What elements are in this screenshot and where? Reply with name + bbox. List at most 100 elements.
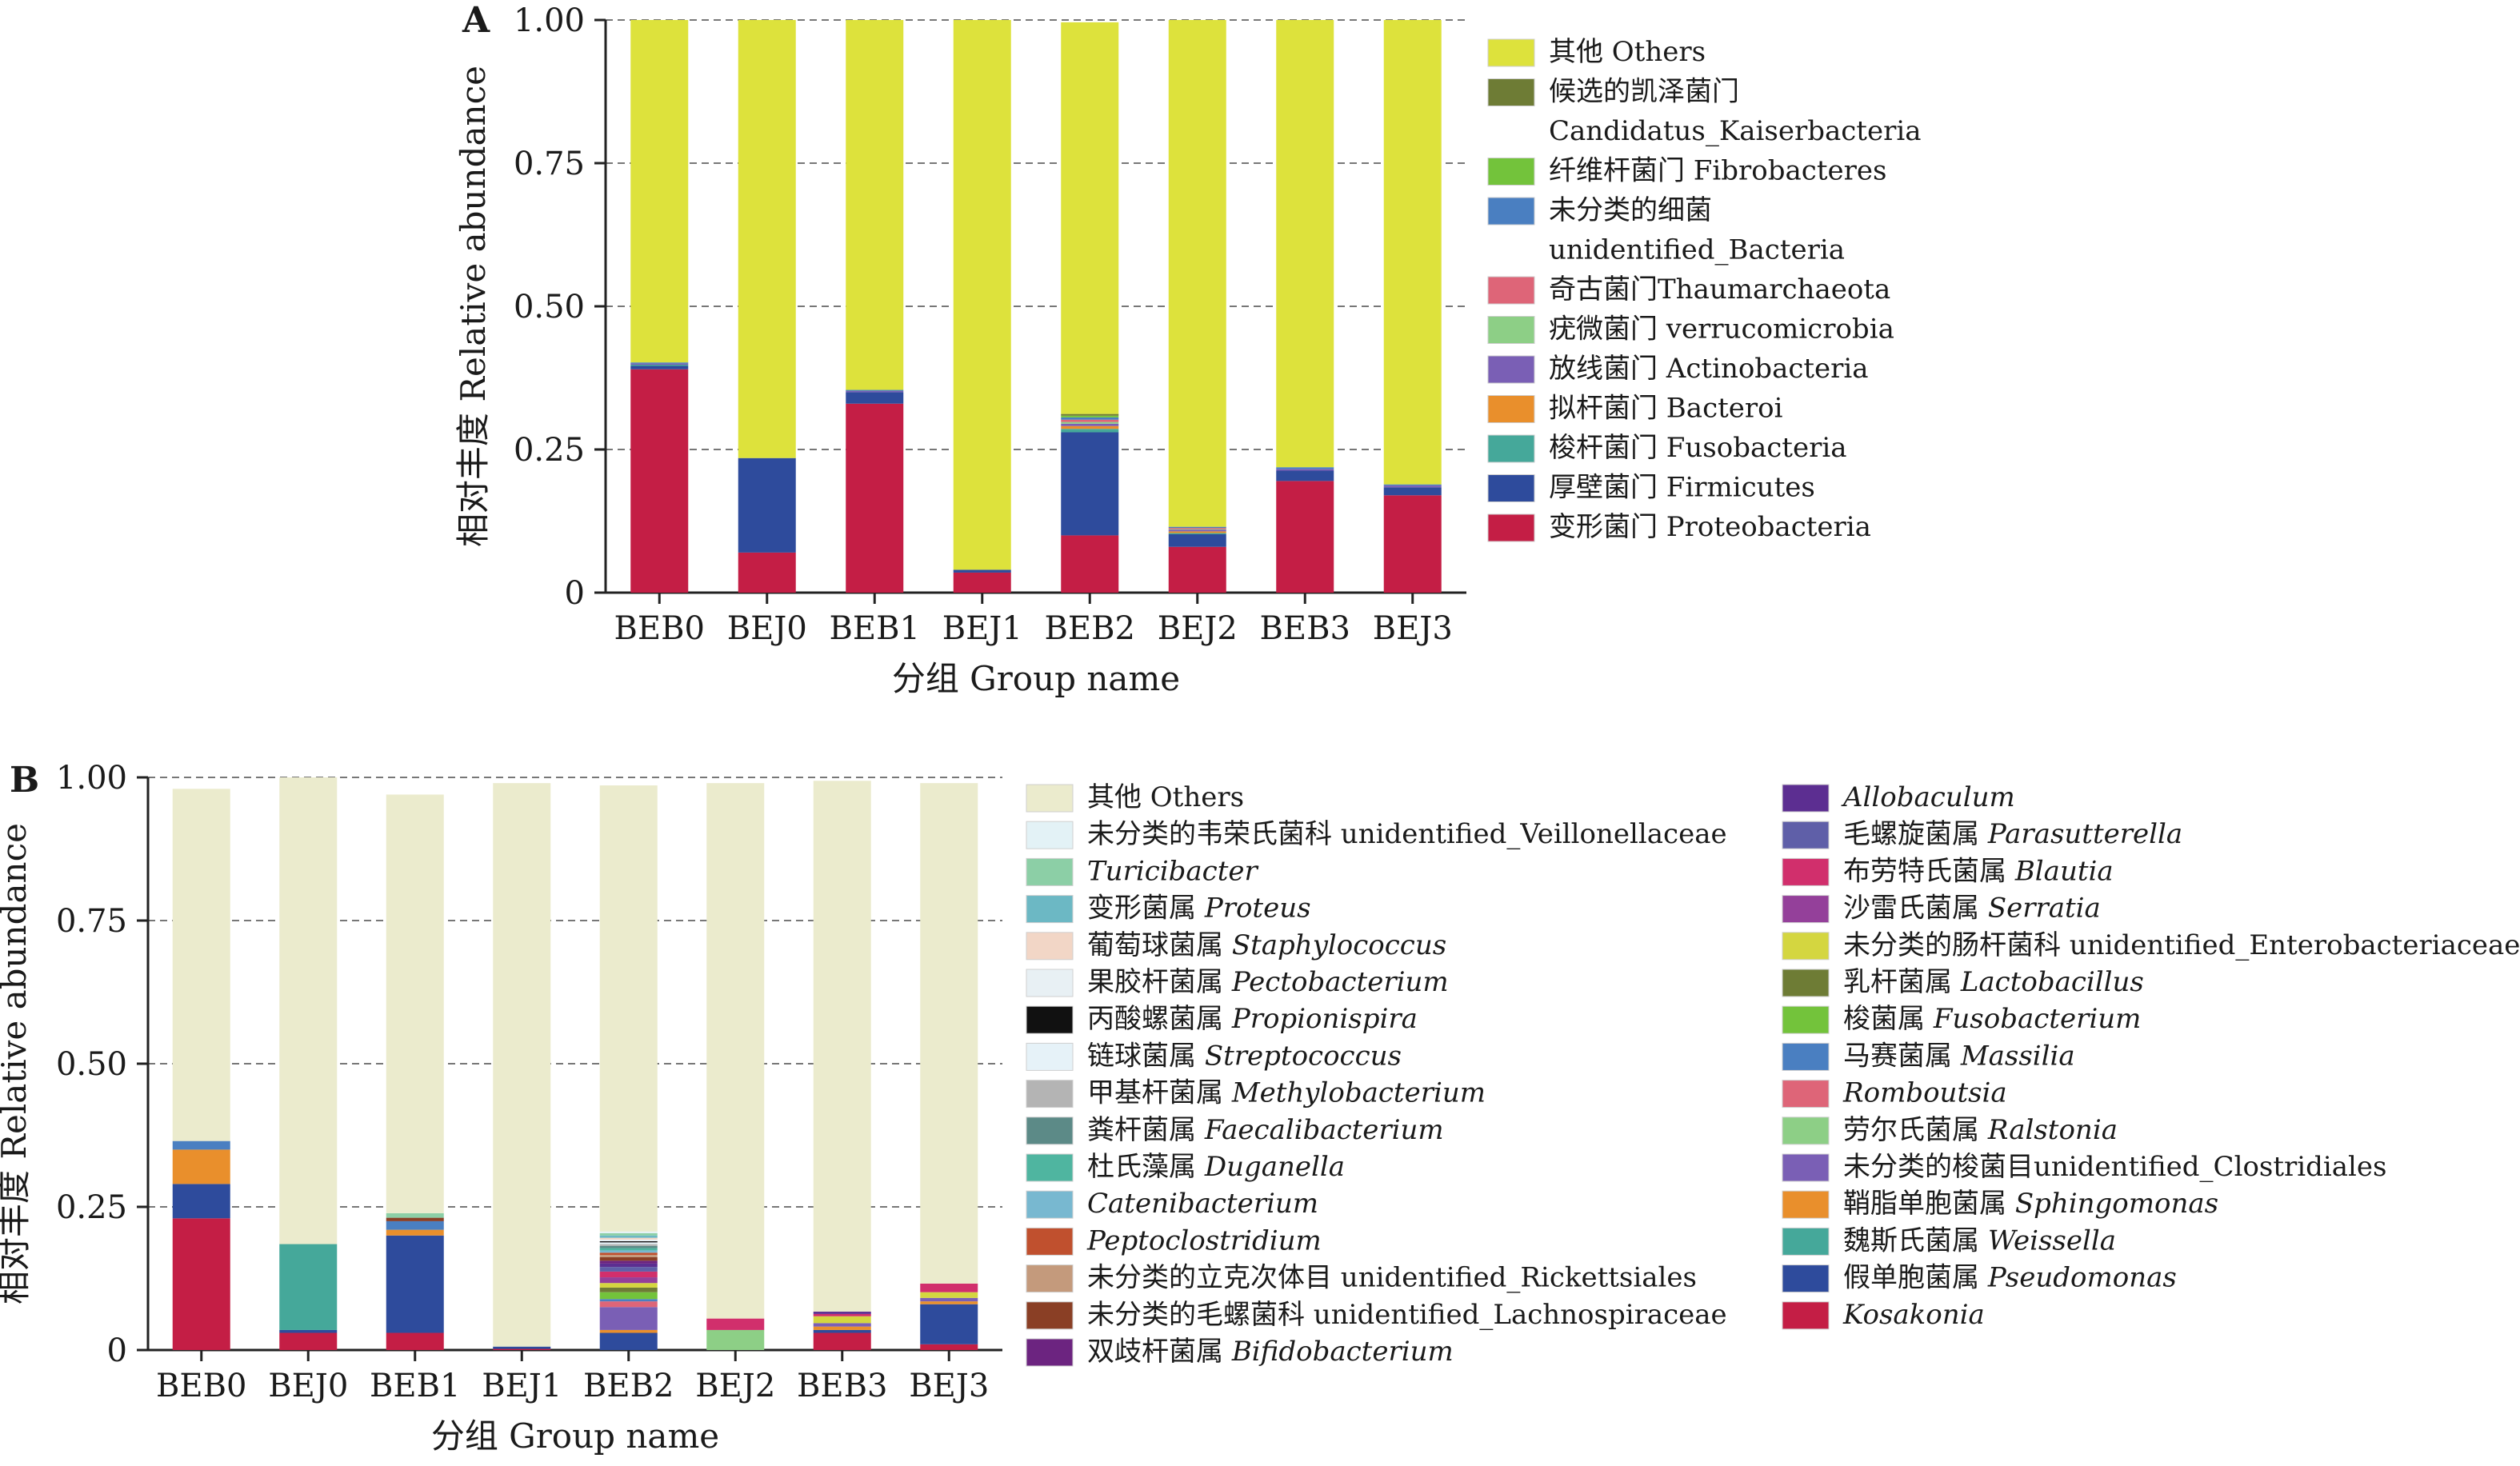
panel-b: B 0 0.25 0.50 0.75 1.00 BEB0 BEJ0 BEB1 BEJ1 BEB2 BE… (0, 760, 2520, 1456)
legend-label: Allobaculum (1841, 781, 2015, 813)
legend-label: 厚壁菌门 Firmicutes (1549, 472, 1815, 504)
bar-segment (599, 1252, 658, 1256)
bar-segment (630, 362, 689, 364)
x-tick-label: BEB0 (156, 1368, 246, 1404)
bar-segment (920, 1344, 978, 1350)
legend-swatch (1026, 1301, 1074, 1330)
bar-segment (738, 457, 796, 553)
bar-segment (1168, 533, 1226, 547)
bar-segment (1061, 429, 1119, 433)
legend-label: 沙雷氏菌属 Serratia (1843, 893, 2101, 925)
legend-swatch (1026, 969, 1074, 997)
y-tick-label: 0.50 (514, 289, 585, 326)
legend-label: 放线菌门 Actinobacteria (1549, 353, 1869, 385)
y-tick-label: 1.00 (514, 2, 585, 39)
panel-a: A 0 0.25 0.50 0.75 1.00 BEB0 BEJ0 BEB1 BEJ1 BEB2 BE… (454, 0, 1922, 698)
legend-label: 布劳特氏菌属 Blautia (1843, 855, 2114, 887)
legend-label: 未分类的毛螺菌科 unidentified_Lachnospiraceae (1087, 1299, 1727, 1331)
bar-segment (1168, 531, 1226, 533)
bar-segment (1168, 529, 1226, 530)
bar-segment (279, 1244, 338, 1330)
legend-swatch (1782, 1190, 1830, 1219)
legend-swatch (1782, 969, 1830, 997)
legend-label: 梭菌属 Fusobacterium (1843, 1003, 2141, 1035)
bar-segment (1276, 20, 1334, 468)
legend-swatch (1782, 1227, 1830, 1256)
bar-segment (1383, 487, 1442, 496)
legend-swatch (1026, 932, 1074, 961)
bar-segment (1061, 425, 1119, 429)
bar-segment (1168, 526, 1226, 529)
bar-segment (953, 572, 1011, 593)
x-tick-label: BEJ0 (727, 610, 807, 647)
legend-swatch (1782, 895, 1830, 924)
bar-segment (1061, 419, 1119, 422)
legend-label: 甲基杆菌属 Methylobacterium (1087, 1077, 1486, 1109)
bar-segment (1168, 529, 1226, 532)
x-tick-label: BEB3 (1260, 610, 1350, 647)
bar-segment (1168, 20, 1226, 527)
bar-segment (279, 1332, 338, 1350)
legend-swatch (1026, 1042, 1074, 1071)
bar-segment (920, 1304, 978, 1344)
bar-segment (599, 1283, 658, 1288)
bar-segment (279, 777, 338, 1244)
legend-swatch (1026, 821, 1074, 849)
legend-label: 双歧杆菌属 Bifidobacterium (1087, 1336, 1454, 1368)
legend-label: 丙酸螺菌属 Propionispira (1087, 1003, 1418, 1035)
bar-segment (172, 1140, 230, 1150)
bar-segment (599, 1267, 658, 1272)
legend-swatch (1026, 1338, 1074, 1367)
bar-segment (599, 1240, 658, 1243)
bar-segment (1061, 417, 1119, 420)
y-tick-label: 0.25 (56, 1189, 127, 1226)
legend-swatch (1782, 1042, 1830, 1071)
legend-swatch (1026, 1080, 1074, 1108)
legend-label: 变形菌门 Proteobacteria (1549, 511, 1871, 543)
x-tick-label: BEJ3 (1373, 610, 1453, 647)
legend-label: 假单胞菌属 Pseudomonas (1843, 1262, 2177, 1294)
legend-label: Candidatus_Kaiserbacteria (1549, 115, 1922, 147)
y-axis-label: 相对丰度 Relative abundance (454, 66, 493, 547)
bar-segment (599, 1332, 658, 1350)
bar-segment (172, 1184, 230, 1219)
panel-label: A (462, 0, 490, 41)
bar-segment (599, 1250, 658, 1253)
bar-segment (1168, 528, 1226, 529)
x-tick-label: BEB2 (583, 1368, 674, 1404)
bar-segment (599, 1232, 658, 1236)
bar-segment (386, 1235, 444, 1333)
legend-swatch (1487, 197, 1535, 226)
bar-segment (1383, 485, 1442, 488)
x-tick-label: BEJ1 (482, 1368, 562, 1404)
legend-swatch (1487, 276, 1535, 305)
bar-segment (493, 1348, 551, 1350)
bar-segment (920, 1301, 978, 1304)
bar-segment (813, 781, 871, 1312)
legend-label: 葡萄球菌属 Staphylococcus (1087, 929, 1446, 961)
bar-segment (599, 1292, 658, 1300)
legend-label: 纤维杆菌门 Fibrobacteres (1549, 155, 1886, 187)
legend-swatch (1782, 1153, 1830, 1182)
bar-segment (599, 1235, 658, 1238)
bar-segment (386, 794, 444, 1213)
bar-segment (493, 1346, 551, 1349)
legend-swatch (1026, 1264, 1074, 1293)
bar-segment (813, 1329, 871, 1333)
y-tick-label: 0.50 (56, 1046, 127, 1083)
bar-segment (846, 392, 904, 404)
legend-swatch (1026, 1005, 1074, 1034)
bar-segment (599, 1307, 658, 1330)
bar-segment (599, 1260, 658, 1264)
legend-label: Peptoclostridium (1086, 1224, 1322, 1256)
legend-swatch (1782, 1116, 1830, 1145)
legend-swatch (1487, 316, 1535, 344)
bar-segment (1061, 22, 1119, 414)
legend-label: 疣微菌门 verrucomicrobia (1549, 314, 1894, 346)
legend-label: Catenibacterium (1087, 1188, 1318, 1220)
legend-label: 劳尔氏菌属 Ralstonia (1843, 1114, 2118, 1146)
bar-segment (599, 1287, 658, 1292)
legend-swatch (1782, 857, 1830, 886)
legend-swatch (1026, 1227, 1074, 1256)
